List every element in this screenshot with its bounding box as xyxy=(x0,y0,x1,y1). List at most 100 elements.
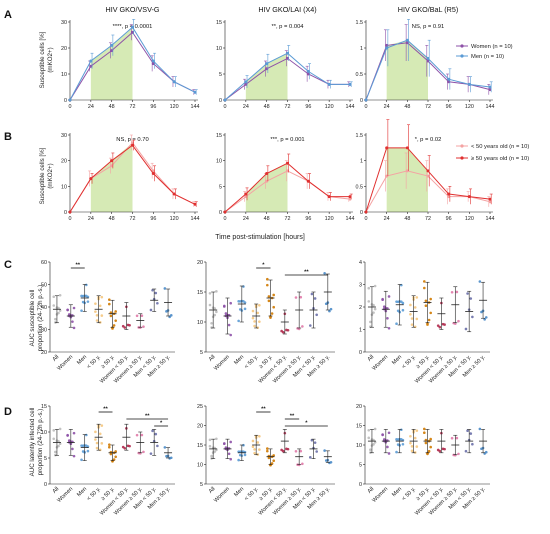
y-tick-label: 30 xyxy=(61,20,67,26)
y-tick-label: 20 xyxy=(197,260,203,266)
legend-b-old: ≥ 50 years old (n = 10) xyxy=(471,156,529,162)
data-point xyxy=(315,450,319,453)
ylabel-b: Susceptible cells [%] xyxy=(39,147,46,204)
series-point xyxy=(286,161,289,165)
data-point xyxy=(151,429,154,433)
data-point xyxy=(423,280,426,283)
series-point xyxy=(426,174,430,178)
series-point xyxy=(151,62,155,66)
x-tick-label: 72 xyxy=(425,216,431,222)
ylabel-a: Susceptible cells [%] xyxy=(39,31,46,88)
data-point xyxy=(58,427,62,431)
data-point xyxy=(471,315,474,319)
data-point xyxy=(229,301,232,305)
data-point xyxy=(429,311,433,315)
data-point xyxy=(256,441,260,444)
data-point xyxy=(86,449,90,453)
x-tick-label: 24 xyxy=(384,216,390,222)
x-tick-label: 144 xyxy=(191,104,200,110)
data-point xyxy=(424,304,428,308)
y-tick-label: 1 xyxy=(360,159,363,165)
data-point xyxy=(256,311,260,315)
data-point xyxy=(415,445,419,448)
x-tick-label: 48 xyxy=(109,104,115,110)
data-point xyxy=(215,310,218,314)
data-point xyxy=(154,291,158,295)
data-point xyxy=(100,442,104,445)
data-point xyxy=(208,303,212,307)
stat-label: NS, p = 0.91 xyxy=(412,24,444,30)
series-point xyxy=(131,30,134,34)
legend-a: Women (n = 10) Men (n = 10) xyxy=(456,44,513,60)
data-point xyxy=(85,294,88,298)
data-point xyxy=(95,446,99,450)
series-point xyxy=(405,41,409,45)
data-point xyxy=(464,327,468,331)
data-point xyxy=(266,449,269,453)
data-point xyxy=(163,446,167,449)
series-point xyxy=(306,69,310,73)
y-tick-label: 0 xyxy=(219,98,222,104)
data-point xyxy=(52,437,56,441)
data-point xyxy=(156,301,159,305)
data-point xyxy=(251,316,255,320)
data-point xyxy=(108,445,111,449)
series-point xyxy=(193,202,197,206)
y-tick-label: 5 xyxy=(359,463,362,469)
data-point xyxy=(450,290,454,294)
series-point xyxy=(89,64,93,68)
data-point xyxy=(86,300,90,303)
data-point xyxy=(95,441,99,445)
legend-b-young-marker xyxy=(460,144,464,148)
y-tick-label: 15 xyxy=(216,20,222,26)
data-point xyxy=(413,325,417,329)
series-point xyxy=(426,169,430,173)
category-label: Women xyxy=(371,486,389,504)
data-point xyxy=(253,320,256,323)
data-point xyxy=(149,452,153,455)
y-tick-label: 0.5 xyxy=(356,72,364,78)
y-tick-label: 0.5 xyxy=(356,184,364,190)
data-point xyxy=(429,445,433,449)
series-point xyxy=(131,141,134,145)
data-point xyxy=(243,307,247,311)
panel-letter-b: B xyxy=(4,131,12,143)
data-point xyxy=(381,297,384,301)
data-point xyxy=(413,436,417,440)
chart-2: 0 0.5 1 1.5 0 24 48 72 96 120 144 HIV GKO/BaL (R5) N… xyxy=(356,5,495,110)
data-point xyxy=(98,304,102,308)
series-point xyxy=(385,46,389,50)
x-tick-label: 24 xyxy=(88,104,94,110)
panel-letter-c: C xyxy=(4,259,12,271)
series-point xyxy=(244,195,248,199)
data-point xyxy=(71,447,74,451)
data-point xyxy=(258,320,261,323)
ylabel-a-sub: (mKO2+) xyxy=(47,47,54,72)
data-point xyxy=(294,296,298,299)
data-point xyxy=(154,432,158,436)
data-point xyxy=(367,428,371,432)
shaded-auc-region xyxy=(386,40,428,100)
data-point xyxy=(427,318,431,322)
x-tick-label: 120 xyxy=(325,104,334,110)
y-tick-label: 20 xyxy=(61,46,67,52)
data-point xyxy=(329,307,333,311)
series-point xyxy=(348,197,352,201)
panel-letter-d: D xyxy=(4,406,12,418)
x-tick-label: 24 xyxy=(384,104,390,110)
data-point xyxy=(253,448,256,451)
series-point xyxy=(447,80,451,84)
data-point xyxy=(309,456,312,459)
data-point xyxy=(215,290,218,293)
y-tick-label: 25 xyxy=(197,404,203,410)
y-tick-label: 0 xyxy=(359,482,362,488)
y-tick-label: 4 xyxy=(359,260,362,266)
y-tick-label: 1 xyxy=(360,46,363,52)
y-tick-label: 10 xyxy=(61,184,67,190)
series-point xyxy=(488,85,492,89)
data-point xyxy=(227,323,231,327)
series-point xyxy=(426,59,430,63)
series-point xyxy=(223,98,227,102)
data-point xyxy=(229,333,232,337)
series-point xyxy=(68,98,72,102)
